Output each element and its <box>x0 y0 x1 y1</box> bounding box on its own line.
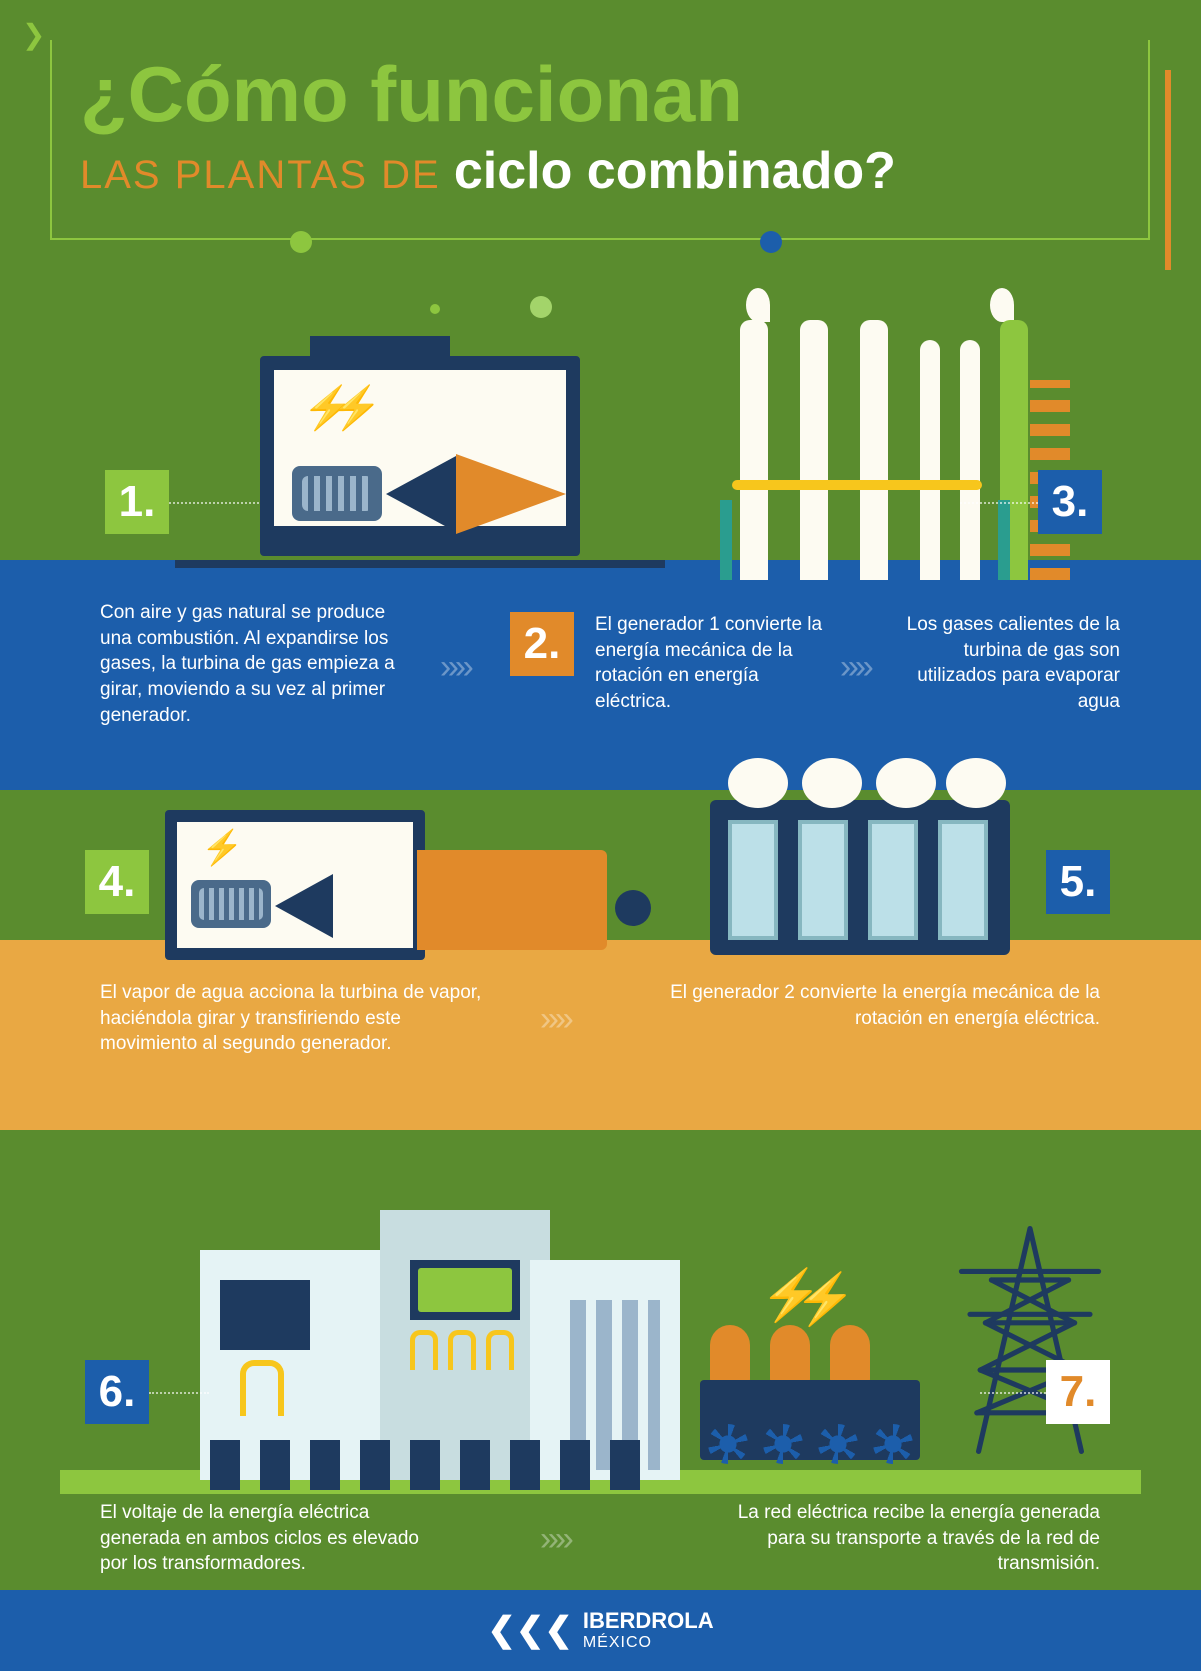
screens-icon <box>410 1260 520 1320</box>
illus-transformer: ⚡ ⚡ <box>700 1300 930 1490</box>
chevrons-icon: »» <box>540 1520 570 1559</box>
chevrons-icon: »» <box>440 648 470 687</box>
rail-icon <box>175 560 665 568</box>
steam-cloud-icon <box>946 758 1006 808</box>
illus-control-building <box>200 1210 670 1490</box>
steam-icon <box>990 288 1014 322</box>
step-badge-6: 6. <box>85 1360 149 1424</box>
illus-steam-turbine: ⚡ <box>165 810 665 990</box>
base-vents-icon <box>210 1440 660 1490</box>
chair-icon <box>240 1360 284 1416</box>
step-badge-7: 7. <box>1046 1360 1110 1424</box>
step-text-4: El vapor de agua acciona la turbina de v… <box>100 980 500 1057</box>
illus-condenser <box>710 800 1010 955</box>
steam-cloud-icon <box>876 758 936 808</box>
step-badge-3: 3. <box>1038 470 1102 534</box>
generator-icon <box>292 466 382 521</box>
steam-cloud-icon <box>728 758 788 808</box>
dot-icon <box>430 304 440 314</box>
step-text-3: Los gases calientes de la turbina de gas… <box>900 612 1120 715</box>
footer-brand: IBERDROLA <box>583 1608 714 1633</box>
step-badge-4: 4. <box>85 850 149 914</box>
bolt-icon: ⚡ <box>201 828 243 868</box>
dot-icon <box>760 231 782 253</box>
accent-bar <box>1165 70 1171 270</box>
turbine-cone-icon <box>456 454 566 534</box>
fans-icon <box>700 1424 920 1474</box>
step-text-6: El voltaje de la energía eléctrica gener… <box>100 1500 420 1577</box>
support-icon <box>720 500 1010 580</box>
steam-cloud-icon <box>802 758 862 808</box>
step-badge-2: 2. <box>510 612 574 676</box>
page-title: ¿Cómo funcionan LAS PLANTAS DE ciclo com… <box>80 55 1121 201</box>
turbine-cone-dark-icon <box>275 874 333 938</box>
title-line-1: ¿Cómo funcionan <box>80 55 1121 133</box>
footer-region: MÉXICO <box>583 1634 714 1652</box>
monitor-frame-icon: ⚡ ⚡ <box>260 356 580 556</box>
step-text-5: El generador 2 convierte la energía mecá… <box>640 980 1100 1031</box>
steam-icon <box>746 288 770 322</box>
infographic-canvas: ❯ ¿Cómo funcionan LAS PLANTAS DE ciclo c… <box>0 0 1201 1671</box>
title-line-2: LAS PLANTAS DE ciclo combinado? <box>80 141 1121 201</box>
step-text-1: Con aire y gas natural se produce una co… <box>100 600 410 728</box>
step-badge-5: 5. <box>1046 850 1110 914</box>
footer-logo: ❮❮❮ IBERDROLA MÉXICO <box>487 1608 713 1652</box>
corner-chevron-icon: ❯ <box>22 18 45 51</box>
shelf-icon <box>220 1280 310 1350</box>
bolt-icon: ⚡ <box>794 1270 856 1329</box>
step-text-2: El generador 1 convierte la energía mecá… <box>595 612 825 715</box>
illus-hrsg-plant <box>710 300 1090 600</box>
chairs-row-icon <box>410 1330 514 1370</box>
title-subtitle-orange: LAS PLANTAS DE <box>80 153 441 197</box>
illus-transmission-tower <box>930 1220 1130 1460</box>
turbine-cone-dark-icon <box>386 456 456 532</box>
generator-icon <box>191 880 271 928</box>
valve-icon <box>615 890 651 926</box>
chevrons-icon: »» <box>540 1000 570 1039</box>
duct-icon <box>417 850 607 950</box>
flame-icon: ❮❮❮ <box>487 1610 572 1650</box>
step-badge-1: 1. <box>105 470 169 534</box>
dot-icon <box>530 296 552 318</box>
bolt-icon: ⚡ <box>330 384 382 433</box>
chevrons-icon: »» <box>840 648 870 687</box>
dot-icon <box>290 231 312 253</box>
pipe-icon <box>732 480 982 490</box>
step-text-7: La red eléctrica recibe la energía gener… <box>700 1500 1100 1577</box>
title-subtitle-white: ciclo combinado? <box>454 142 896 200</box>
